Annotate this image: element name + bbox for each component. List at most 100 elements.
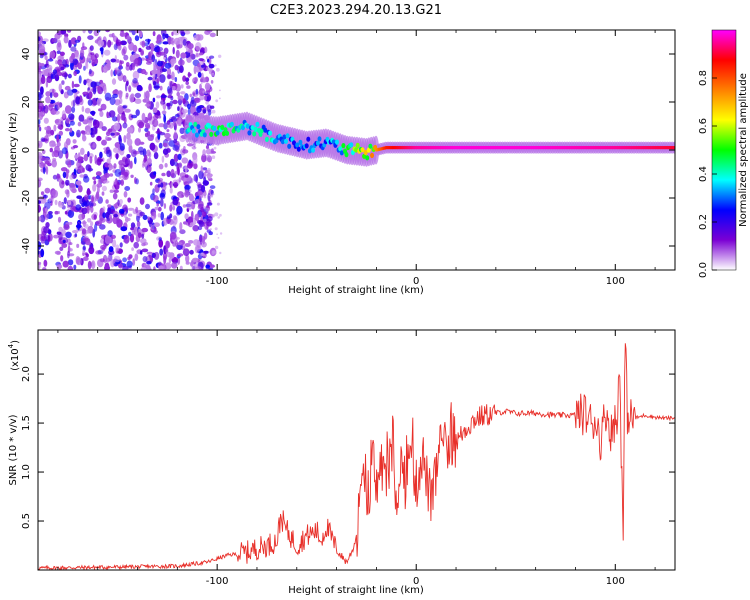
noise-blob xyxy=(73,83,80,88)
noise-blob xyxy=(85,253,89,258)
noise-blob xyxy=(189,249,194,255)
noise-blob xyxy=(93,119,100,129)
noise-blob xyxy=(70,46,77,52)
noise-blob xyxy=(177,153,182,161)
noise-blob xyxy=(105,30,110,33)
noise-blob xyxy=(175,49,180,59)
signal-core xyxy=(220,124,225,130)
noise-blob xyxy=(128,144,133,153)
noise-blob xyxy=(209,228,212,231)
noise-blob xyxy=(116,217,120,224)
noise-blob xyxy=(88,164,92,173)
noise-blob xyxy=(90,221,94,227)
noise-blob xyxy=(101,139,107,146)
noise-blob xyxy=(195,174,198,184)
noise-blob xyxy=(117,150,121,154)
noise-blob xyxy=(116,90,123,95)
noise-blob xyxy=(161,155,165,163)
noise-blob xyxy=(162,41,169,45)
noise-blob xyxy=(170,58,177,64)
noise-blob xyxy=(153,222,160,227)
signal-core xyxy=(370,152,374,158)
noise-blob xyxy=(38,157,42,164)
noise-blob xyxy=(172,144,180,151)
signal-core xyxy=(366,147,371,153)
noise-blob xyxy=(164,132,171,139)
noise-blob xyxy=(38,126,42,132)
noise-blob xyxy=(74,233,78,238)
noise-blob xyxy=(214,252,217,255)
noise-blob xyxy=(158,123,165,128)
noise-blob xyxy=(124,108,131,113)
colorbar-label: Normalized spectral amplitude xyxy=(738,73,749,227)
noise-blob xyxy=(49,50,56,59)
noise-blob xyxy=(204,223,207,226)
noise-blob xyxy=(184,30,191,35)
noise-blob xyxy=(80,147,85,155)
noise-blob xyxy=(70,37,77,45)
noise-blob xyxy=(198,220,205,227)
noise-blob xyxy=(127,217,131,222)
noise-blob xyxy=(146,260,152,265)
noise-blob xyxy=(145,267,152,270)
noise-blob xyxy=(69,174,74,180)
noise-blob xyxy=(50,195,54,204)
noise-blob xyxy=(163,54,167,58)
noise-blob xyxy=(89,156,93,164)
noise-blob xyxy=(163,122,168,130)
noise-blob xyxy=(38,36,41,42)
noise-blob xyxy=(113,262,119,267)
spectrogram-ticks: -100 0 100 -40 -20 0 20 40 xyxy=(21,30,675,287)
noise-blob xyxy=(158,265,164,270)
noise-blob xyxy=(187,71,191,78)
noise-blob xyxy=(101,185,107,192)
noise-blob xyxy=(172,205,176,211)
noise-blob xyxy=(106,149,112,158)
noise-blob xyxy=(102,212,107,219)
noise-blob xyxy=(135,178,139,185)
noise-blob xyxy=(105,136,108,140)
noise-blob xyxy=(38,92,42,101)
noise-blob xyxy=(192,155,198,165)
noise-blob xyxy=(63,91,69,99)
noise-blob xyxy=(56,50,61,54)
noise-blob xyxy=(62,59,67,67)
noise-blob xyxy=(125,216,129,223)
noise-blob xyxy=(48,103,53,112)
noise-blob xyxy=(94,81,101,87)
svg-text:(x104): (x104) xyxy=(7,340,21,371)
noise-blob xyxy=(87,30,93,34)
noise-blob xyxy=(100,47,104,55)
noise-blob xyxy=(123,211,127,219)
noise-blob xyxy=(211,155,216,159)
signal-core xyxy=(285,133,290,139)
noise-blob xyxy=(148,151,152,159)
x-tick-label: 100 xyxy=(606,576,625,587)
signal-core xyxy=(287,143,292,149)
noise-blob xyxy=(75,180,82,186)
noise-blob xyxy=(176,91,180,97)
noise-blob xyxy=(158,237,162,241)
noise-blob xyxy=(178,117,182,127)
noise-blob xyxy=(125,82,128,92)
noise-blob xyxy=(114,99,121,106)
noise-blob xyxy=(104,92,112,101)
noise-blob xyxy=(107,204,112,208)
noise-blob xyxy=(73,168,77,176)
noise-blob xyxy=(40,248,45,258)
noise-blob xyxy=(100,244,107,250)
noise-blob xyxy=(113,255,121,263)
noise-blob xyxy=(209,185,216,190)
noise-blob xyxy=(40,161,44,167)
noise-blob xyxy=(148,52,151,60)
noise-blob xyxy=(68,242,73,246)
noise-blob xyxy=(132,44,138,53)
noise-blob xyxy=(166,215,171,220)
signal-core xyxy=(365,155,370,161)
noise-blob xyxy=(119,242,123,248)
noise-blob xyxy=(89,68,92,75)
noise-blob xyxy=(208,194,211,197)
y-tick-label: 0 xyxy=(21,147,32,153)
noise-blob xyxy=(158,239,164,248)
noise-blob xyxy=(109,189,114,193)
